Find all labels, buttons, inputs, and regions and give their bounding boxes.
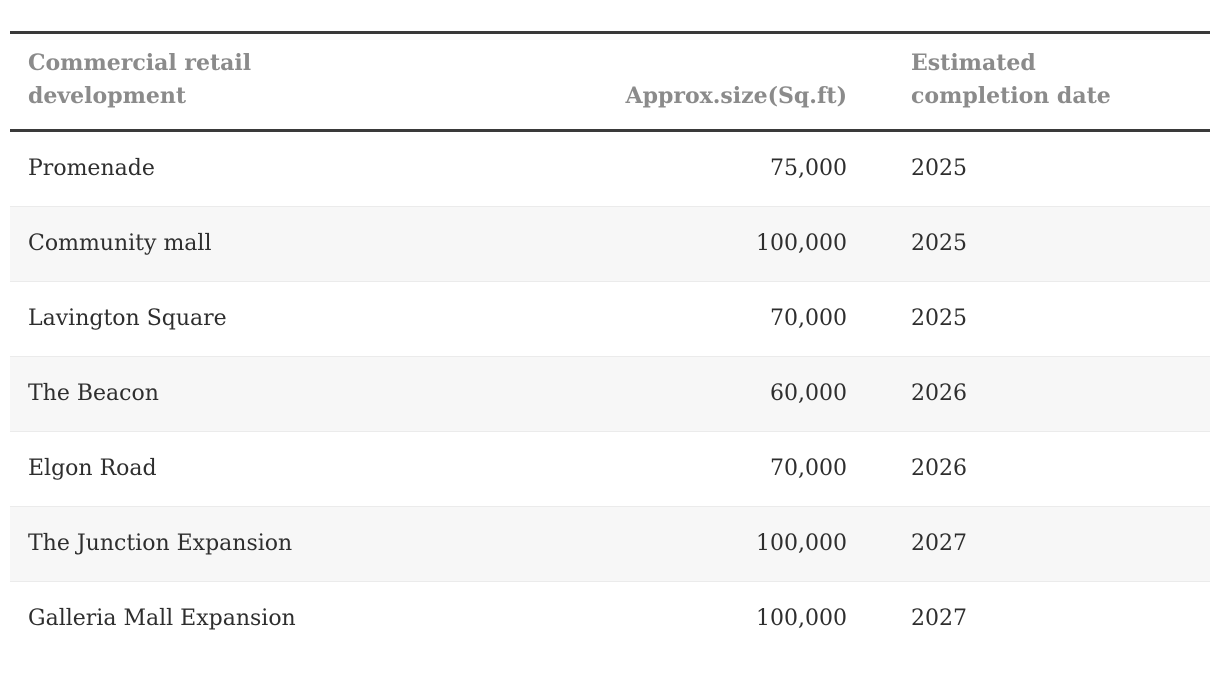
table-row: Community mall 100,000 2025 [10, 206, 1210, 282]
cell-date: 2025 [911, 231, 967, 256]
table-body: Promenade 75,000 2025 Community mall 100… [10, 131, 1210, 657]
table-header: Commercial retail development Approx.siz… [10, 32, 1210, 132]
cell-size: 100,000 [756, 231, 847, 256]
header-completion-date: Estimated completion date [880, 32, 1210, 132]
retail-development-table: Commercial retail development Approx.siz… [10, 31, 1210, 656]
cell-size: 100,000 [756, 606, 847, 631]
header-completion-date-label: Estimated completion date [911, 50, 1111, 109]
table-row: Lavington Square 70,000 2025 [10, 281, 1210, 357]
header-row: Commercial retail development Approx.siz… [10, 32, 1210, 132]
cell-development: Galleria Mall Expansion [28, 606, 296, 631]
cell-size: 60,000 [770, 381, 847, 406]
table-row: The Junction Expansion 100,000 2027 [10, 506, 1210, 582]
cell-development: Promenade [28, 156, 155, 181]
cell-size: 70,000 [770, 456, 847, 481]
cell-development: Lavington Square [28, 306, 227, 331]
table-row: Promenade 75,000 2025 [10, 131, 1210, 207]
retail-development-table-container: Commercial retail development Approx.siz… [10, 31, 1210, 656]
cell-date: 2025 [911, 156, 967, 181]
cell-size: 75,000 [770, 156, 847, 181]
cell-date: 2027 [911, 531, 967, 556]
cell-date: 2026 [911, 381, 967, 406]
cell-size: 70,000 [770, 306, 847, 331]
table-row: Galleria Mall Expansion 100,000 2027 [10, 581, 1210, 657]
cell-date: 2025 [911, 306, 967, 331]
header-development: Commercial retail development [10, 32, 610, 132]
cell-date: 2027 [911, 606, 967, 631]
header-development-label: Commercial retail development [28, 50, 252, 109]
cell-size: 100,000 [756, 531, 847, 556]
table-row: The Beacon 60,000 2026 [10, 356, 1210, 432]
cell-development: Elgon Road [28, 456, 157, 481]
cell-development: The Beacon [28, 381, 159, 406]
cell-date: 2026 [911, 456, 967, 481]
cell-development: The Junction Expansion [28, 531, 293, 556]
table-row: Elgon Road 70,000 2026 [10, 431, 1210, 507]
header-size: Approx.size(Sq.ft) [610, 32, 880, 132]
header-size-label: Approx.size(Sq.ft) [625, 83, 847, 109]
cell-development: Community mall [28, 231, 212, 256]
